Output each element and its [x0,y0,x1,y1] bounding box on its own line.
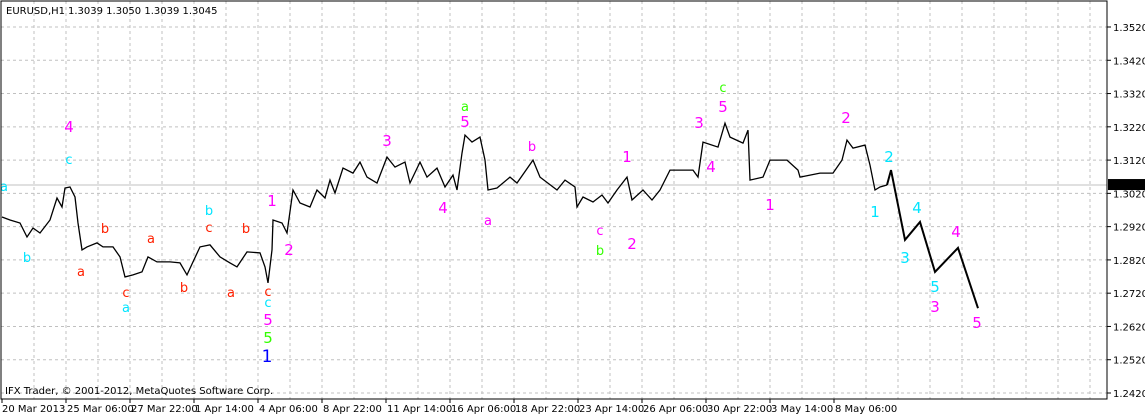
wave-label: 2 [627,235,637,253]
wave-label: b [596,244,604,259]
current-price-box [1108,179,1145,191]
y-tick-label: 1.2820 [1113,256,1145,267]
x-tick-label: 8 May 06:00 [835,404,897,415]
y-tick-label: 1.3020 [1113,189,1145,200]
x-tick-label: 26 Apr 06:00 [643,404,708,415]
wave-label: b [180,281,188,296]
wave-label: 2 [841,109,851,127]
wave-label: 3 [694,114,704,132]
chart-frame [0,0,1108,400]
wave-labels: ab4cabcaabbcabcc5511234a5abcb1234c512123… [0,81,982,367]
wave-label: 1 [765,196,775,214]
wave-label: b [23,251,31,266]
wave-label: c [596,224,603,239]
wave-label: b [101,222,109,237]
wave-label: 5 [263,329,273,347]
wave-label: 3 [382,132,392,150]
wave-label: 4 [64,118,74,136]
wave-label: a [0,180,8,195]
wave-label: c [205,221,212,236]
wave-label: a [227,286,235,301]
wave-label: 5 [263,311,273,329]
projection-line [886,169,979,309]
wave-label: 4 [951,223,961,241]
y-tick-label: 1.3120 [1113,156,1145,167]
wave-label: 1 [870,203,880,221]
x-tick-label: 27 Mar 22:00 [131,404,198,415]
x-tick-label: 4 Apr 06:00 [259,404,318,415]
wave-label: c [122,286,129,301]
wave-label: a [484,214,492,229]
wave-label: c [264,296,271,311]
y-tick-label: 1.2620 [1113,322,1145,333]
wave-label: b [242,222,250,237]
wave-label: 5 [972,314,982,332]
symbol-timeframe: EURUSD,H1 [6,6,65,17]
y-tick-label: 1.2920 [1113,223,1145,234]
y-tick-label: 1.3220 [1113,123,1145,134]
x-tick-label: 3 May 14:00 [771,404,833,415]
wave-label: a [122,301,130,316]
y-tick-label: 1.2420 [1113,389,1145,400]
x-tick-label: 25 Mar 06:00 [67,404,134,415]
x-tick-label: 20 Mar 2013 [2,404,65,415]
x-tick-label: 30 Apr 22:00 [707,404,772,415]
wave-label: a [461,100,469,115]
x-tick-label: 23 Apr 14:00 [579,404,644,415]
wave-label: 3 [900,249,910,267]
x-tick-label: 16 Apr 06:00 [451,404,516,415]
y-tick-label: 1.2720 [1113,289,1145,300]
copyright-text: IFX Trader, © 2001-2012, MetaQuotes Soft… [5,386,273,397]
price-line [1,121,888,284]
grid [1,1,1107,399]
wave-label: 3 [930,298,940,316]
wave-label: a [147,232,155,247]
wave-label: 1 [262,347,273,367]
wave-label: b [528,140,536,155]
wave-label: 5 [718,98,728,116]
y-tick-label: 1.3420 [1113,56,1145,67]
x-tick-label: 1 Apr 14:00 [195,404,254,415]
ohlc-values: 1.3039 1.3050 1.3039 1.3045 [68,6,218,17]
wave-label: c [65,153,72,168]
x-tick-label: 8 Apr 22:00 [323,404,382,415]
wave-label: 2 [884,148,894,166]
y-tick-label: 1.2520 [1113,356,1145,367]
price-axis: 1.3520 1.3420 1.3320 1.3220 1.3120 1.3020 1.29… [1107,23,1145,400]
wave-label: 5 [930,278,940,296]
y-tick-label: 1.3520 [1113,23,1145,34]
y-tick-label: 1.3320 [1113,90,1145,101]
wave-label: c [264,285,271,300]
x-tick-label: 11 Apr 14:00 [387,404,452,415]
wave-label: 2 [284,241,294,259]
wave-label: 4 [912,199,922,217]
x-tick-label: 18 Apr 22:00 [515,404,580,415]
wave-label: a [77,265,85,280]
wave-label: b [205,204,213,219]
current-price-label: 1.3045 [1111,180,1145,191]
wave-label: 4 [706,158,716,176]
wave-label: 1 [267,192,277,210]
wave-label: 4 [438,199,448,217]
wave-label: 5 [460,113,470,131]
wave-label: c [719,81,726,96]
wave-label: 1 [622,148,632,166]
